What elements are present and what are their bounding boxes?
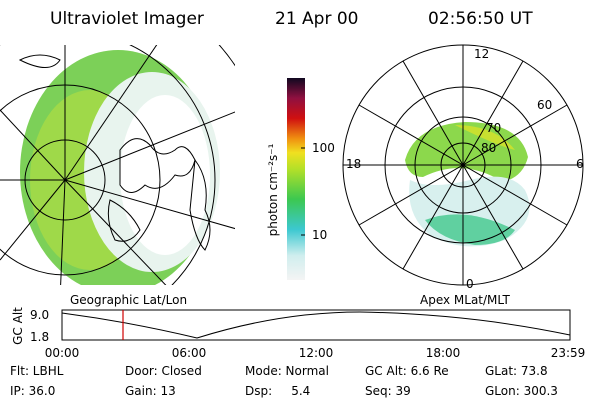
info-field: GLon: 300.3 [485,384,558,398]
x-tick-label: 00:00 [45,346,80,360]
mlt-label: 12 [474,47,489,61]
info-field: Door: Closed [125,364,202,378]
x-tick-label: 18:00 [426,346,461,360]
time: 02:56:50 UT [428,9,533,29]
x-tick-label: 06:00 [172,346,207,360]
mlt-label: 6 [576,157,584,171]
info-field: GLat: 73.8 [485,364,548,378]
colorbar-tick-label: 100 [312,141,335,155]
y-axis-label: GC Alt [11,307,25,345]
mlt-label: 0 [466,277,474,291]
info-field: Flt: LBHL [10,364,64,378]
mlt-label: 18 [346,157,361,171]
right-label: Apex MLat/MLT [420,293,510,307]
colorbar [287,78,305,280]
colorbar-tick-label: 10 [312,228,327,242]
y-tick-label: 9.0 [30,308,49,322]
info-field: Dsp: 5.4 [245,384,310,398]
info-field: Mode: Normal [245,364,329,378]
altitude-plot: Geographic Lat/Lon Apex MLat/MLT GC Alt … [11,293,585,360]
info-field: Seq: 39 [365,384,411,398]
geographic-image [0,45,235,285]
date: 21 Apr 00 [275,9,358,29]
info-field: Gain: 13 [125,384,176,398]
x-tick-label: 23:59 [551,346,586,360]
title: Ultraviolet Imager [50,9,204,29]
info: Flt: LBHL Door: Closed Mode: Normal GC A… [10,364,558,398]
info-field: GC Alt: 6.6 Re [365,364,449,378]
left-label: Geographic Lat/Lon [70,293,187,307]
mlat-label: 80 [481,141,496,155]
info-field: IP: 36.0 [10,384,55,398]
y-tick-label: 1.8 [30,330,49,344]
colorbar-label: photon cm⁻²s⁻¹ [266,143,280,236]
polar-plot: 12 6 0 18 80 70 60 [342,44,584,291]
mlat-label: 70 [486,121,501,135]
x-tick-label: 12:00 [299,346,334,360]
mlat-label: 60 [537,98,552,112]
